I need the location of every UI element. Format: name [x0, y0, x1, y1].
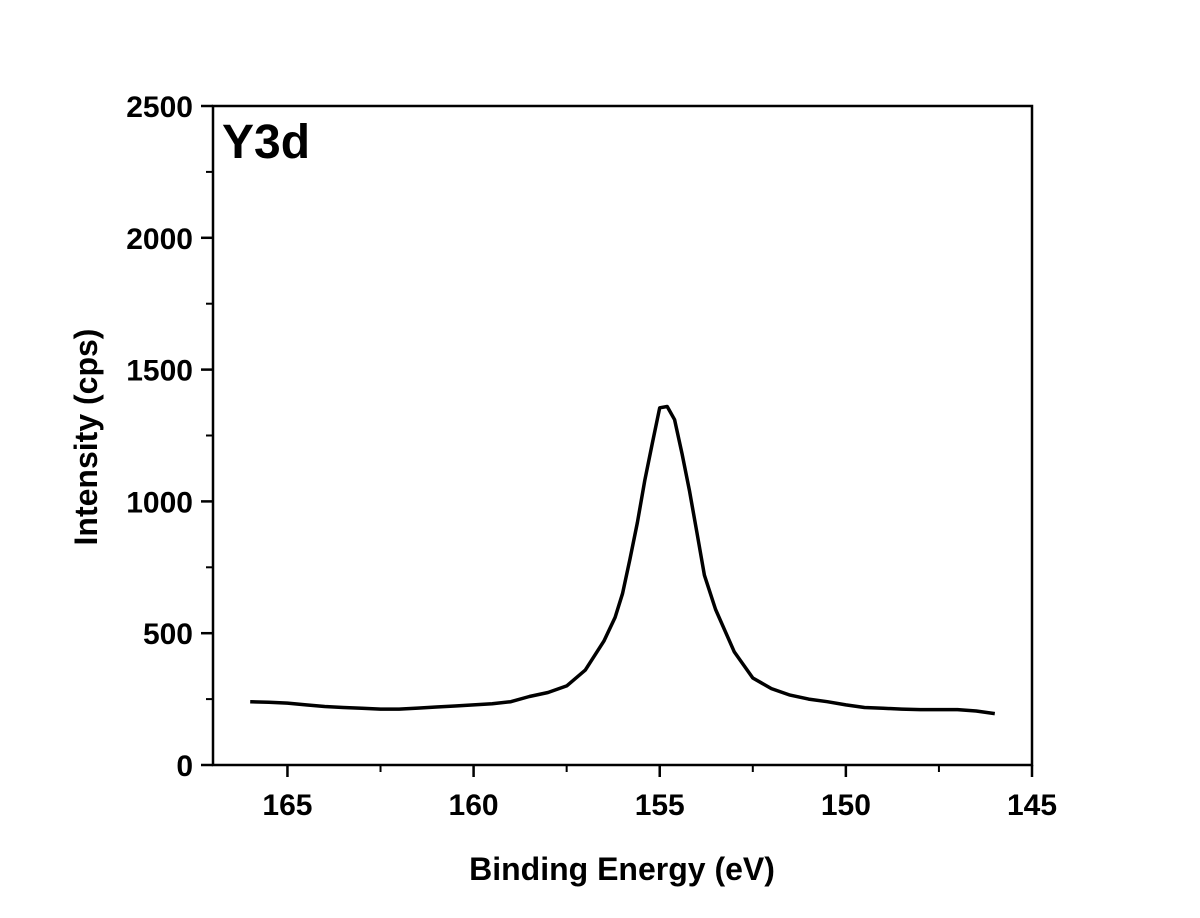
y-tick-label: 1500 — [126, 355, 193, 388]
x-tick-label: 150 — [821, 789, 871, 822]
x-axis-ticks: 165 160 155 150 145 — [262, 765, 1057, 822]
y-tick-label: 2000 — [126, 223, 193, 256]
x-tick-label: 165 — [262, 789, 312, 822]
y-tick-label: 500 — [143, 618, 193, 651]
y-tick-label: 1000 — [126, 486, 193, 519]
x-tick-label: 145 — [1007, 789, 1057, 822]
y-tick-label: 0 — [176, 750, 193, 783]
plot-frame — [211, 104, 1034, 767]
x-tick-label: 155 — [635, 789, 685, 822]
panel-label: Y3d — [222, 116, 310, 169]
y-axis-title: Intensity (cps) — [68, 329, 104, 546]
y-tick-label: 2500 — [126, 91, 193, 124]
spectrum-line — [250, 404, 996, 716]
x-tick-label: 160 — [449, 789, 499, 822]
y-axis-ticks: 0 500 1000 1500 2000 2500 — [126, 91, 213, 783]
x-axis-title: Binding Energy (eV) — [469, 851, 775, 887]
